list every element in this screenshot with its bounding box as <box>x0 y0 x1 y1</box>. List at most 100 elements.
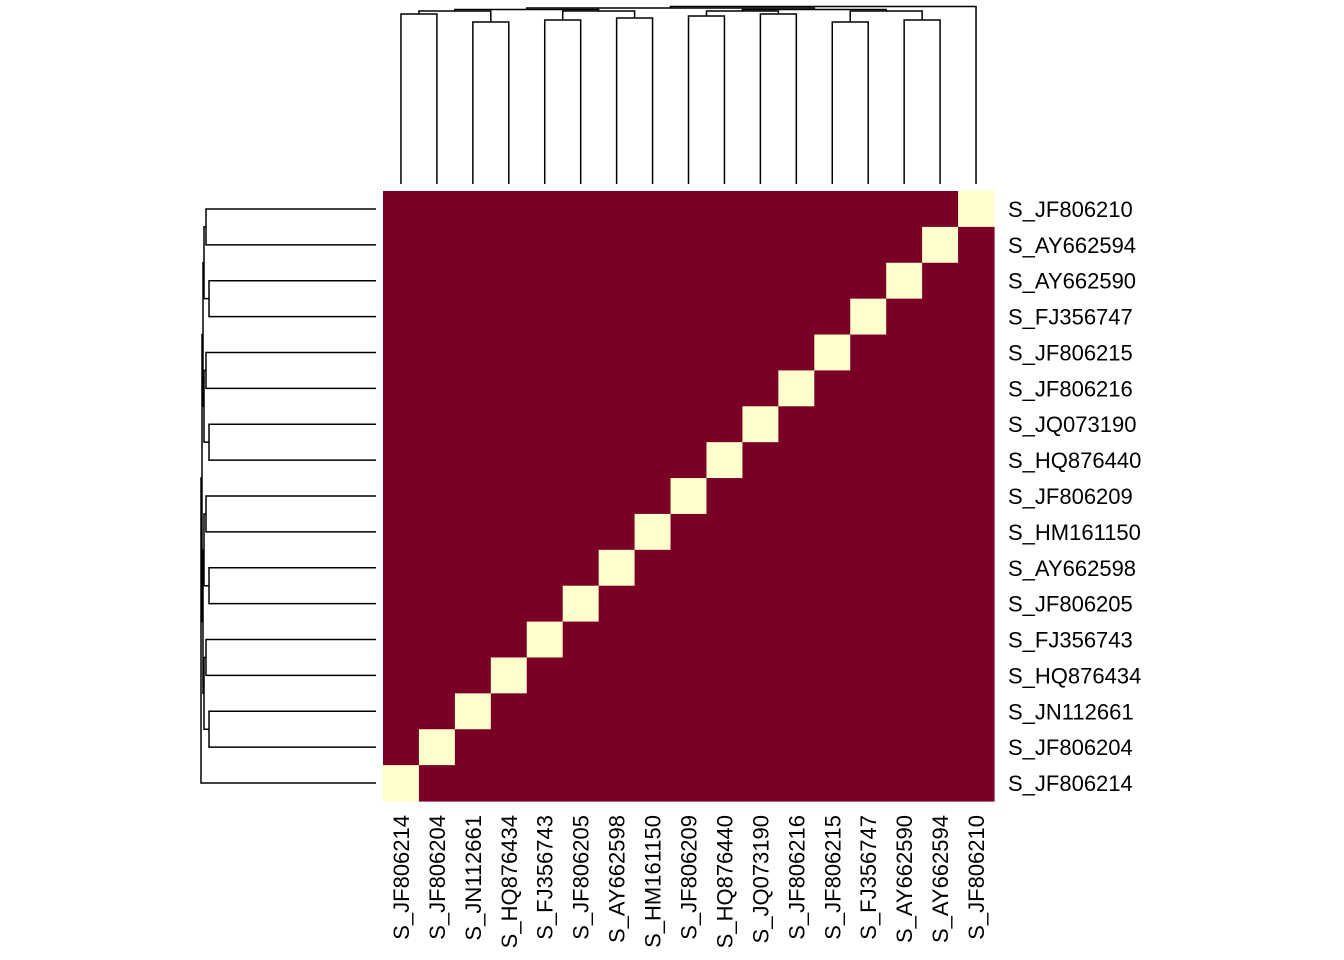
heatmap-cell-5-6 <box>598 370 636 407</box>
heatmap-cell-9-15 <box>922 513 959 551</box>
heatmap-cell-11-7 <box>634 585 672 623</box>
heatmap-cell-6-15 <box>922 406 959 443</box>
heatmap-cell-5-11 <box>778 370 815 407</box>
heatmap-cell-1-6 <box>598 226 636 264</box>
row-label: S_JN112661 <box>1008 699 1134 724</box>
heatmap-cell-9-8 <box>670 513 708 551</box>
heatmap-cell-10-12 <box>814 549 851 587</box>
column-label: S_JQ073190 <box>748 815 773 943</box>
heatmap-cell-11-14 <box>886 585 923 623</box>
heatmap-cell-10-2 <box>454 549 492 587</box>
heatmap-cell-3-5 <box>562 298 600 336</box>
heatmap-cell-4-2 <box>454 334 492 372</box>
heatmap-cell-1-14 <box>886 226 923 264</box>
heatmap-cell-15-9 <box>706 729 744 766</box>
heatmap-cell-14-10 <box>742 693 779 730</box>
heatmap-cell-2-9 <box>706 262 744 300</box>
heatmap-cell-4-10 <box>742 334 779 372</box>
heatmap-cell-13-7 <box>634 657 672 694</box>
row-dendrogram-branch <box>205 351 376 390</box>
heatmap-cell-9-1 <box>418 513 456 551</box>
heatmap-cell-4-1 <box>418 334 456 372</box>
heatmap-cell-6-0 <box>383 406 420 443</box>
heatmap-cell-0-8 <box>670 191 708 228</box>
heatmap-cell-6-14 <box>886 406 923 443</box>
heatmap-cell-16-2 <box>454 765 492 802</box>
heatmap-cell-2-7 <box>634 262 672 300</box>
heatmap-cell-8-13 <box>850 478 887 515</box>
heatmap-cell-6-12 <box>814 406 851 443</box>
column-label: S_AY662598 <box>605 815 630 943</box>
heatmap-cell-7-0 <box>383 442 420 479</box>
heatmap-cell-5-10 <box>742 370 779 407</box>
heatmap-cell-3-10 <box>742 298 779 336</box>
heatmap-cell-16-10 <box>742 765 779 802</box>
row-dendrogram-branch <box>208 567 376 605</box>
row-dendrogram-branch <box>208 423 376 461</box>
row-label: S_HM161150 <box>1008 520 1141 545</box>
heatmap-cell-0-2 <box>454 191 492 228</box>
heatmap-cell-5-13 <box>850 370 887 407</box>
heatmap-cell-5-1 <box>418 370 456 407</box>
heatmap-cell-12-16 <box>958 621 995 659</box>
heatmap-cell-14-11 <box>778 693 815 730</box>
heatmap-cell-11-13 <box>850 585 887 623</box>
heatmap-cell-10-10 <box>742 549 779 587</box>
heatmap-cell-2-15 <box>922 262 959 300</box>
row-label: S_JF806210 <box>1008 197 1133 222</box>
heatmap-cell-12-2 <box>454 621 492 659</box>
heatmap-cell-13-1 <box>418 657 456 694</box>
heatmap-cell-11-12 <box>814 585 851 623</box>
heatmap-cell-4-7 <box>634 334 672 372</box>
row-dendrogram-branch <box>200 477 206 784</box>
heatmap-cell-6-10 <box>742 406 779 443</box>
heatmap-cell-9-7 <box>634 513 672 551</box>
heatmap-cell-11-2 <box>454 585 492 623</box>
row-label: S_HQ876440 <box>1008 448 1141 473</box>
heatmap-cell-10-1 <box>418 549 456 587</box>
heatmap-cell-6-13 <box>850 406 887 443</box>
heatmap-cell-1-13 <box>850 226 887 264</box>
heatmap-cell-15-15 <box>922 729 959 766</box>
heatmap-cell-5-9 <box>706 370 744 407</box>
heatmap-cell-15-16 <box>958 729 995 766</box>
heatmap-cell-0-13 <box>850 191 887 228</box>
heatmap-cell-10-14 <box>886 549 923 587</box>
heatmap-cell-15-10 <box>742 729 779 766</box>
row-dendrogram-branch <box>208 710 376 748</box>
column-label: S_AY662590 <box>892 815 917 943</box>
heatmap-cell-15-8 <box>670 729 708 766</box>
column-label: S_JF806205 <box>569 815 594 940</box>
heatmap-cell-11-15 <box>922 585 959 623</box>
heatmap-cell-8-3 <box>490 478 528 515</box>
heatmap-cell-6-5 <box>562 406 600 443</box>
heatmap-cell-16-8 <box>670 765 708 802</box>
heatmap-cell-2-11 <box>778 262 815 300</box>
heatmap-cell-15-0 <box>383 729 420 766</box>
column-dendrogram-branch <box>400 13 438 184</box>
heatmap-cell-2-4 <box>526 262 564 300</box>
heatmap-cell-8-5 <box>562 478 600 515</box>
heatmap-cell-3-0 <box>383 298 420 336</box>
column-label: S_HM161150 <box>641 815 666 948</box>
heatmap-cell-13-15 <box>922 657 959 694</box>
heatmap-cell-4-8 <box>670 334 708 372</box>
heatmap-cell-0-6 <box>598 191 636 228</box>
heatmap-cell-2-16 <box>958 262 995 300</box>
heatmap-cell-16-9 <box>706 765 744 802</box>
heatmap-cell-16-15 <box>922 765 959 802</box>
heatmap-cells <box>383 191 995 802</box>
heatmap-cell-4-15 <box>922 334 959 372</box>
heatmap-cell-12-7 <box>634 621 672 659</box>
heatmap-cell-1-10 <box>742 226 779 264</box>
heatmap-cell-7-13 <box>850 442 887 479</box>
heatmap-cell-9-0 <box>383 513 420 551</box>
heatmap-cell-3-9 <box>706 298 744 336</box>
heatmap-cell-1-15 <box>922 226 959 264</box>
heatmap-cell-8-8 <box>670 478 708 515</box>
heatmap-cell-12-6 <box>598 621 636 659</box>
heatmap-cell-4-11 <box>778 334 815 372</box>
column-label: S_HQ876440 <box>712 815 737 948</box>
heatmap-cell-15-11 <box>778 729 815 766</box>
column-label: S_JF806204 <box>425 815 450 940</box>
